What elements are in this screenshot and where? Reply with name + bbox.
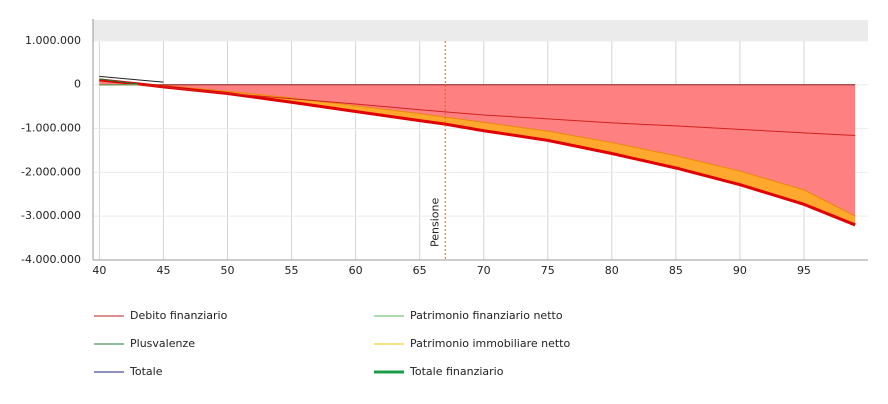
x-tick-label: 65 — [413, 264, 427, 277]
x-tick-label: 50 — [221, 264, 235, 277]
y-tick-label: -2.000.000 — [21, 165, 81, 178]
annotation-label: Pensione — [428, 198, 441, 247]
legend-label: Patrimonio immobiliare netto — [410, 337, 570, 350]
plot-band — [93, 20, 868, 41]
y-tick-label: 0 — [74, 78, 81, 91]
y-tick-label: -1.000.000 — [21, 122, 81, 135]
x-tick-label: 75 — [541, 264, 555, 277]
x-tick-label: 80 — [605, 264, 619, 277]
legend-label: Totale — [129, 365, 163, 378]
legend-label: Plusvalenze — [130, 337, 195, 350]
x-tick-label: 40 — [92, 264, 106, 277]
x-tick-label: 95 — [797, 264, 811, 277]
y-tick-label: -4.000.000 — [21, 253, 81, 266]
area — [99, 79, 856, 217]
x-tick-label: 70 — [477, 264, 491, 277]
y-tick-label: -3.000.000 — [21, 209, 81, 222]
y-tick-label: 1.000.000 — [25, 34, 81, 47]
x-tick-label: 90 — [733, 264, 747, 277]
legend-label: Totale finanziario — [409, 365, 504, 378]
x-tick-label: 55 — [285, 264, 299, 277]
series-line — [99, 78, 138, 85]
x-tick-label: 60 — [349, 264, 363, 277]
x-tick-label: 85 — [669, 264, 683, 277]
x-tick-label: 45 — [156, 264, 170, 277]
legend-label: Debito finanziario — [130, 309, 228, 322]
series-line — [99, 75, 164, 83]
legend-label: Patrimonio finanziario netto — [410, 309, 563, 322]
series-line — [99, 84, 856, 137]
